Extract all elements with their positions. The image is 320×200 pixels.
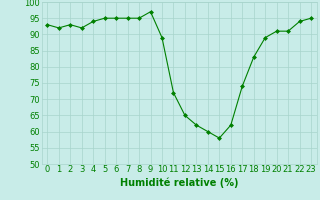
X-axis label: Humidité relative (%): Humidité relative (%) — [120, 177, 238, 188]
